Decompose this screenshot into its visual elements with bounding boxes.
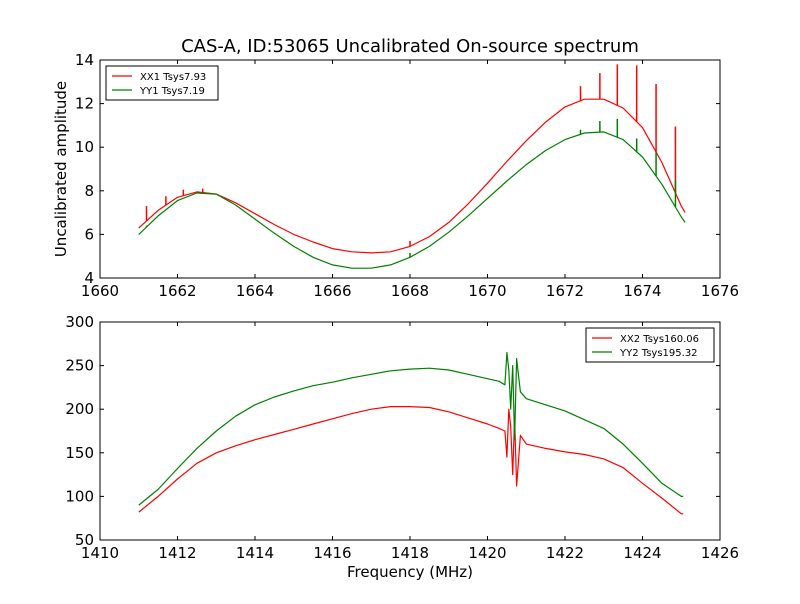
legend-label: XX2 Tsys160.06: [620, 334, 699, 345]
x-tick-label: 1424: [623, 544, 661, 562]
y-tick-label: 12: [75, 95, 94, 113]
y-tick-label: 300: [65, 313, 94, 331]
y-tick-label: 200: [65, 400, 94, 418]
x-tick-label: 1422: [546, 544, 584, 562]
series-line-2: [138, 351, 684, 506]
legend: XX1 Tsys7.93 YY1 Tsys7.19: [105, 65, 219, 101]
y-tick-label: 14: [75, 51, 94, 69]
y-axis-label: Uncalibrated amplitude: [52, 81, 70, 257]
x-tick-label: 1426: [701, 544, 739, 562]
x-tick-label: 1674: [623, 282, 661, 300]
x-axis-label: Frequency (MHz): [347, 563, 473, 581]
y-tick-label: 50: [75, 531, 94, 549]
plot-area: [138, 351, 684, 515]
x-tick-label: 1670: [468, 282, 506, 300]
chart-panel-1: 1660 1662 1664 1666 1668 1670 1672 1674 1676 4 6 8 1…: [52, 36, 739, 300]
chart-title: CAS-A, ID:53065 Uncalibrated On-source s…: [181, 36, 639, 57]
y-tick-label: 4: [84, 269, 94, 287]
x-tick-label: 1420: [468, 544, 506, 562]
series-line-2: [138, 131, 686, 269]
legend-label: YY2 Tsys195.32: [619, 348, 698, 359]
x-tick-label: 1414: [236, 544, 274, 562]
plot-area: [138, 64, 686, 269]
legend-label: YY1 Tsys7.19: [139, 86, 205, 97]
x-tick-label: 1662: [158, 282, 196, 300]
series-line-1: [138, 406, 684, 515]
y-tick-label: 10: [75, 138, 94, 156]
legend-box: [585, 327, 715, 363]
y-tick-label: 6: [84, 225, 94, 243]
x-tick-label: 1664: [236, 282, 274, 300]
legend: XX2 Tsys160.06 YY2 Tsys195.32: [585, 327, 715, 363]
y-tick-label: 8: [84, 182, 94, 200]
y-tick-label: 150: [65, 444, 94, 462]
x-tick-label: 1418: [391, 544, 429, 562]
y-tick-label: 250: [65, 357, 94, 375]
x-tick-label: 1416: [313, 544, 351, 562]
x-tick-label: 1672: [546, 282, 584, 300]
series-line-1: [138, 98, 686, 254]
x-tick-label: 1666: [313, 282, 351, 300]
legend-label: XX1 Tsys7.93: [140, 72, 206, 83]
x-tick-label: 1676: [701, 282, 739, 300]
y-tick-label: 100: [65, 487, 94, 505]
x-tick-label: 1410: [81, 544, 119, 562]
legend-box: [105, 65, 219, 101]
x-tick-label: 1668: [391, 282, 429, 300]
chart-panel-2: 1410 1412 1414 1416 1418 1420 1422 1424 1426 50 10…: [65, 313, 739, 581]
x-tick-label: 1412: [158, 544, 196, 562]
x-tick-label: 1660: [81, 282, 119, 300]
